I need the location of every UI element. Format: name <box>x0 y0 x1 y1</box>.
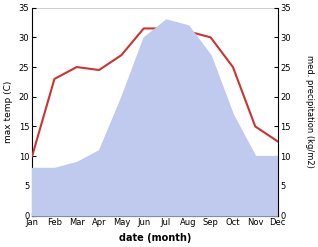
Y-axis label: med. precipitation (kg/m2): med. precipitation (kg/m2) <box>305 55 314 168</box>
X-axis label: date (month): date (month) <box>119 233 191 243</box>
Y-axis label: max temp (C): max temp (C) <box>4 80 13 143</box>
